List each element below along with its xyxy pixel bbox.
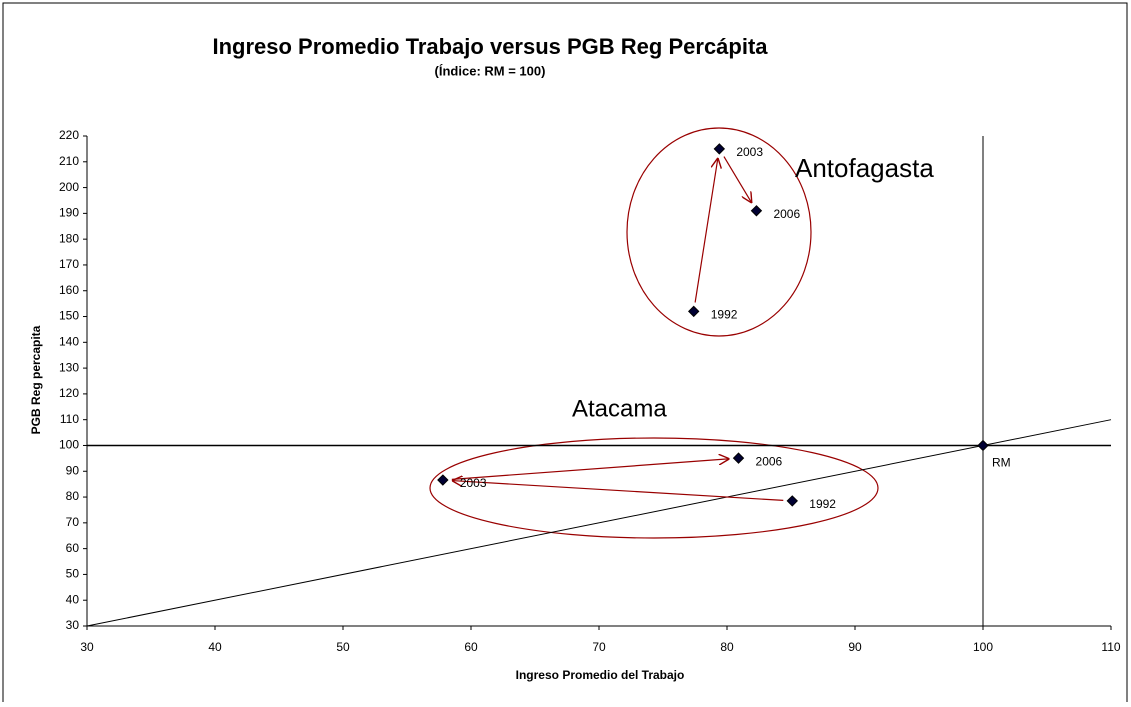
y-tick-label: 140 bbox=[59, 334, 79, 348]
x-tick-label: 50 bbox=[336, 640, 350, 654]
y-tick-label: 40 bbox=[66, 592, 80, 606]
y-tick-label: 170 bbox=[59, 257, 79, 271]
x-tick-label: 30 bbox=[80, 640, 94, 654]
x-tick-label: 60 bbox=[464, 640, 478, 654]
point bbox=[786, 495, 798, 507]
annotation: Atacama bbox=[572, 395, 667, 422]
y-tick-label: 160 bbox=[59, 283, 79, 297]
x-tick-label: 100 bbox=[973, 640, 993, 654]
diagonal-line bbox=[86, 419, 1112, 627]
y-tick-label: 210 bbox=[59, 154, 79, 168]
point bbox=[977, 439, 989, 452]
highlight-ellipse bbox=[429, 437, 879, 539]
point-label: 1992 bbox=[711, 308, 738, 322]
y-tick-label: 60 bbox=[66, 541, 80, 555]
y-tick-label: 190 bbox=[59, 206, 79, 220]
point bbox=[688, 305, 700, 318]
y-tick-label: 120 bbox=[59, 386, 79, 400]
y-axis-title: PGB Reg percapita bbox=[29, 325, 43, 434]
y-tick-label: 130 bbox=[59, 360, 79, 374]
y-tick-label: 200 bbox=[59, 180, 79, 194]
y-tick-label: 90 bbox=[66, 463, 80, 477]
x-tick-label: 90 bbox=[848, 640, 862, 654]
x-tick-label: 110 bbox=[1101, 640, 1120, 654]
point-label: RM bbox=[992, 456, 1011, 470]
y-tick-label: 70 bbox=[66, 515, 80, 529]
point bbox=[750, 205, 763, 217]
y-tick-label: 110 bbox=[60, 412, 79, 426]
point-label: 2006 bbox=[773, 207, 800, 221]
y-tick-label: 220 bbox=[59, 128, 79, 142]
point-label: 1992 bbox=[809, 497, 836, 511]
point-label: 2006 bbox=[756, 454, 783, 468]
x-tick-label: 70 bbox=[592, 640, 606, 654]
chart-title: Ingreso Promedio Trabajo versus PGB Reg … bbox=[212, 34, 768, 59]
point bbox=[732, 452, 745, 464]
y-tick-label: 30 bbox=[66, 618, 80, 632]
highlight-ellipse bbox=[626, 127, 812, 337]
x-tick-label: 80 bbox=[720, 640, 734, 654]
y-tick-label: 180 bbox=[59, 231, 79, 245]
y-tick-label: 50 bbox=[66, 567, 80, 581]
arrow bbox=[723, 156, 752, 203]
point bbox=[713, 143, 726, 155]
y-tick-label: 100 bbox=[59, 438, 79, 452]
point-label: 2003 bbox=[460, 476, 487, 490]
arrow bbox=[451, 459, 730, 480]
arrow bbox=[452, 481, 784, 501]
y-tick-label: 150 bbox=[59, 309, 79, 323]
chart-subtitle: (Índice: RM = 100) bbox=[435, 63, 546, 78]
y-tick-label: 80 bbox=[66, 489, 80, 503]
arrow bbox=[694, 158, 718, 303]
x-tick-label: 40 bbox=[208, 640, 222, 654]
annotation: Antofagasta bbox=[795, 153, 934, 183]
x-axis-title: Ingreso Promedio del Trabajo bbox=[516, 668, 685, 682]
point-label: 2003 bbox=[736, 145, 763, 159]
point bbox=[437, 474, 449, 486]
